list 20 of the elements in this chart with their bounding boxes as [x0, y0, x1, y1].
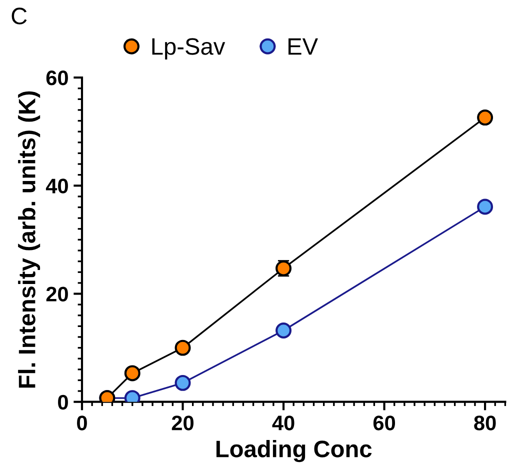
x-tick-label: 80: [474, 416, 496, 430]
x-tick-label: 40: [272, 416, 294, 430]
legend-label: EV: [288, 38, 318, 55]
y-tick-label: 20: [46, 286, 68, 302]
chart-title: C: [12, 8, 27, 24]
point: [276, 322, 292, 338]
point: [477, 198, 494, 215]
y-tick-label: 40: [46, 178, 68, 194]
x-tick-label: 20: [172, 416, 194, 430]
point: [174, 340, 191, 356]
point: [174, 374, 191, 391]
legend-label: Lp-Sav: [152, 38, 226, 60]
y-axis-title: Fl. Intensity (arb. units) (K): [18, 91, 40, 388]
x-axis-title: Loading Conc: [216, 440, 372, 462]
point: [477, 110, 494, 126]
point: [124, 365, 140, 382]
x-tick-label: 60: [373, 416, 396, 430]
y-tick-label: 60: [46, 70, 68, 86]
y-tick-label: 0: [58, 394, 68, 410]
x-tick-label: 0: [77, 416, 87, 430]
